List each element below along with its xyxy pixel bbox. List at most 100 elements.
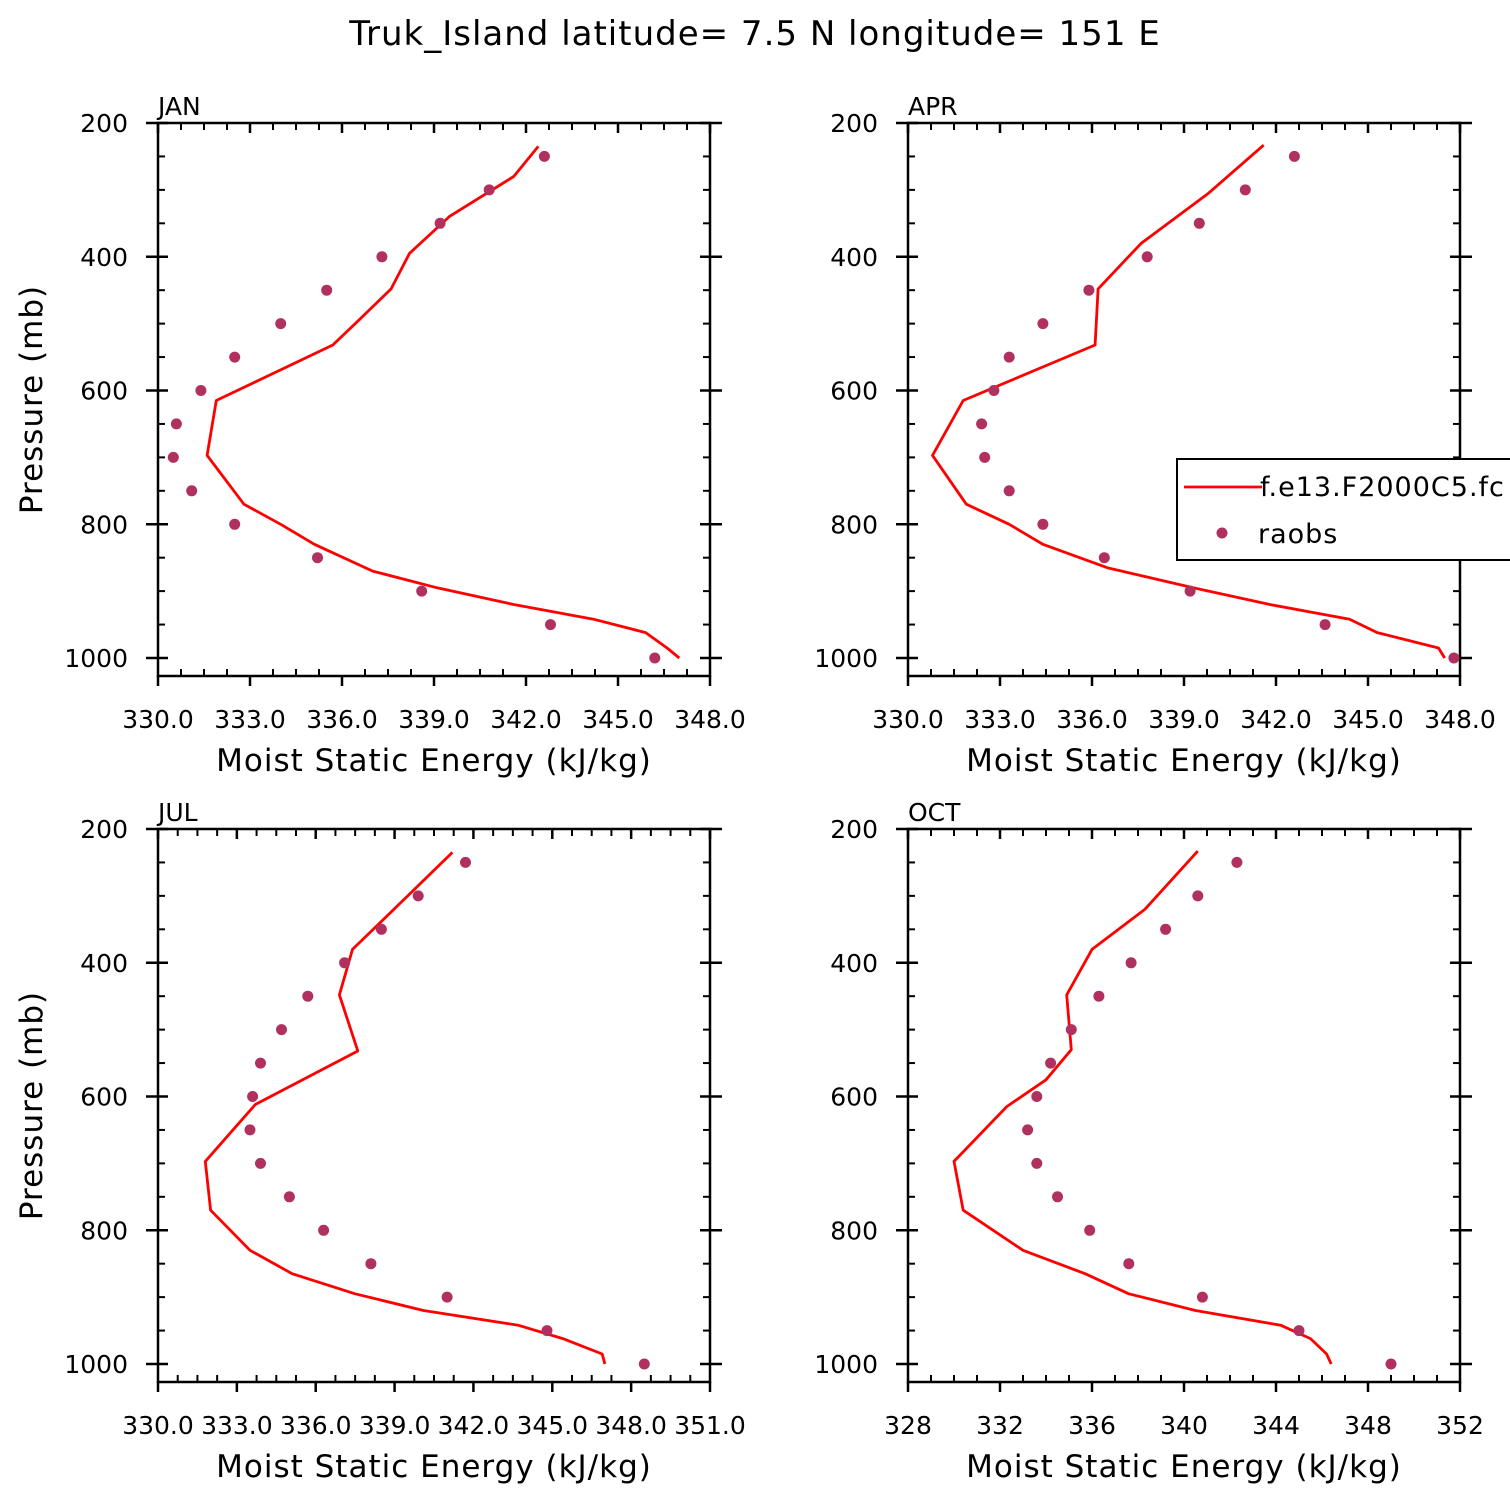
x-tick-label: 336.0 [280,1411,352,1440]
y-tick-label: 800 [80,510,128,539]
x-tick-label: 330.0 [872,705,944,734]
x-tick-label: 333.0 [201,1411,273,1440]
plot-frame [906,827,1462,1384]
raobs-point [283,1191,295,1203]
raobs-point [247,1091,259,1102]
data-layer [931,144,1446,659]
model-line [931,144,1446,659]
raobs-point [1385,1358,1397,1370]
y-tick-label: 800 [830,510,878,539]
x-tick-label: 344 [1252,1411,1300,1440]
raobs-point [167,451,179,463]
model-line [205,145,681,660]
y-tick-label: 800 [830,1216,878,1245]
raobs-point [460,856,471,868]
raobs-point [1003,351,1015,363]
x-tick-label: 340 [1160,1411,1208,1440]
panel-label: JUL [156,798,198,827]
raobs-point [1083,284,1095,296]
x-tick-label: 345.0 [1332,705,1404,734]
x-axis-label: Moist Static Energy (kJ/kg) [216,1449,652,1485]
raobs-point [1022,1124,1034,1136]
x-tick-label: 348 [1344,1411,1392,1440]
legend-model-label: f.e13.F2000C5.fc [1260,472,1505,503]
raobs-point [1231,856,1243,868]
y-tick-label: 600 [830,377,878,406]
raobs-point [1003,485,1015,497]
raobs-point [1288,150,1300,162]
x-tick-label: 336.0 [1056,705,1128,734]
raobs-point [412,890,424,902]
raobs-point [1141,251,1153,263]
legend-box [1176,458,1510,561]
x-tick-label: 342.0 [438,1411,510,1440]
x-tick-label: 328 [884,1411,932,1440]
x-tick-label: 332 [976,1411,1024,1440]
raobs-point [1160,923,1172,935]
x-tick-label: 348.0 [595,1411,667,1440]
figure-title: Truk_Island latitude= 7.5 N longitude= 1… [348,14,1161,54]
raobs-point [255,1057,266,1069]
x-tick-label: 348.0 [1424,705,1496,734]
panel-jul: JUL 330.0 333.0 336.0 339.0 342.0 345.0 348.0 35… [14,798,746,1485]
x-tick-label: 333.0 [964,705,1036,734]
raobs-point [1184,585,1196,597]
plot-frame [906,121,1462,678]
x-tick-label: 336 [1068,1411,1116,1440]
x-axis-label: Moist Static Energy (kJ/kg) [216,743,652,779]
raobs-point [1123,1258,1135,1270]
panel-apr: APR 330.0 333.0 336.0 339.0 342.0 345.0 348.0 20… [814,92,1510,779]
raobs-point [441,1291,453,1303]
raobs-point [1093,990,1105,1002]
raobs-point [1239,184,1251,196]
y-tick-label: 1000 [64,644,128,673]
x-tick-label: 330.0 [122,705,194,734]
panel-label: OCT [908,798,961,827]
raobs-point [538,150,550,162]
raobs-point [365,1258,377,1270]
y-tick-label: 400 [80,949,128,978]
raobs-point [649,652,661,664]
x-tick-label: 345.0 [516,1411,588,1440]
y-tick-label: 1000 [814,1350,878,1379]
raobs-point [1098,552,1110,564]
y-tick-label: 800 [80,1216,128,1245]
y-tick-label: 200 [830,109,878,138]
y-axis-label: Pressure (mb) [14,991,50,1220]
panel-label: JAN [156,92,201,121]
x-axis-label: Moist Static Energy (kJ/kg) [966,1449,1402,1485]
raobs-point [255,1157,266,1169]
raobs-point [170,418,182,430]
raobs-point [1031,1091,1043,1102]
x-axis-label: Moist Static Energy (kJ/kg) [966,743,1402,779]
raobs-point [1196,1291,1208,1303]
y-tick-label: 200 [80,815,128,844]
y-tick-label: 400 [830,243,878,272]
x-tick-label: 336.0 [306,705,378,734]
raobs-point [229,351,241,363]
raobs-point [1125,957,1137,969]
raobs-point [541,1325,553,1337]
data-layer [952,850,1333,1365]
raobs-point [1037,518,1049,530]
legend-obs-swatch [1216,527,1228,539]
y-tick-label: 200 [80,109,128,138]
raobs-point [186,485,198,497]
raobs-point [1193,217,1205,229]
raobs-point [318,1224,330,1236]
x-tick-label: 351.0 [674,1411,746,1440]
legend: f.e13.F2000C5.fc raobs [1176,458,1510,561]
y-tick-label: 200 [830,815,878,844]
raobs-point [1448,652,1460,664]
x-tick-label: 330.0 [122,1411,194,1440]
raobs-point [275,318,287,330]
raobs-point [276,1024,287,1036]
y-tick-label: 600 [80,377,128,406]
plot-frame [156,827,712,1384]
y-tick-label: 400 [80,243,128,272]
raobs-point [416,585,428,597]
raobs-point [229,518,241,530]
raobs-point [976,418,988,430]
